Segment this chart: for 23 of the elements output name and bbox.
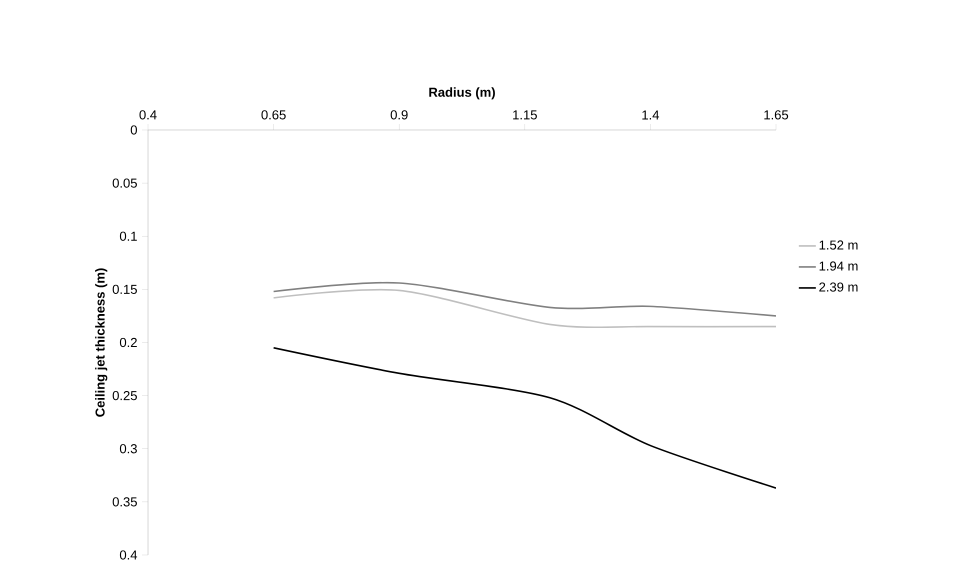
x-tick-label: 0.4 <box>139 110 157 120</box>
x-tick-label: 1.65 <box>764 110 788 120</box>
y-tick-label: 0.15 <box>112 284 137 294</box>
y-tick-label: 0 <box>130 125 137 135</box>
x-tick-label: 1.4 <box>642 110 660 120</box>
y-tick-label: 0.4 <box>120 550 138 560</box>
line-series <box>272 282 776 317</box>
x-tick-label: 0.9 <box>390 110 408 120</box>
legend-label: 1.52 m <box>820 240 858 250</box>
legend-label: 1.94 m <box>820 261 858 271</box>
y-tick-label: 0.05 <box>112 178 137 188</box>
y-tick-label: 0.3 <box>120 444 137 454</box>
x-tick-label: 1.15 <box>513 110 537 120</box>
y-axis-title: Ceiling jet thickness (m) <box>95 268 108 417</box>
y-tick-label: 0.35 <box>112 497 137 506</box>
y-tick-label: 0.2 <box>120 338 137 348</box>
y-tick-label: 0.25 <box>112 391 137 400</box>
x-axis-title: Radius (m) <box>429 87 495 100</box>
line-series <box>272 288 776 328</box>
line-series <box>272 347 776 489</box>
legend-label: 2.39 m <box>819 282 858 292</box>
y-tick-label: 0.1 <box>120 232 137 241</box>
x-tick-label: 0.65 <box>261 110 286 120</box>
